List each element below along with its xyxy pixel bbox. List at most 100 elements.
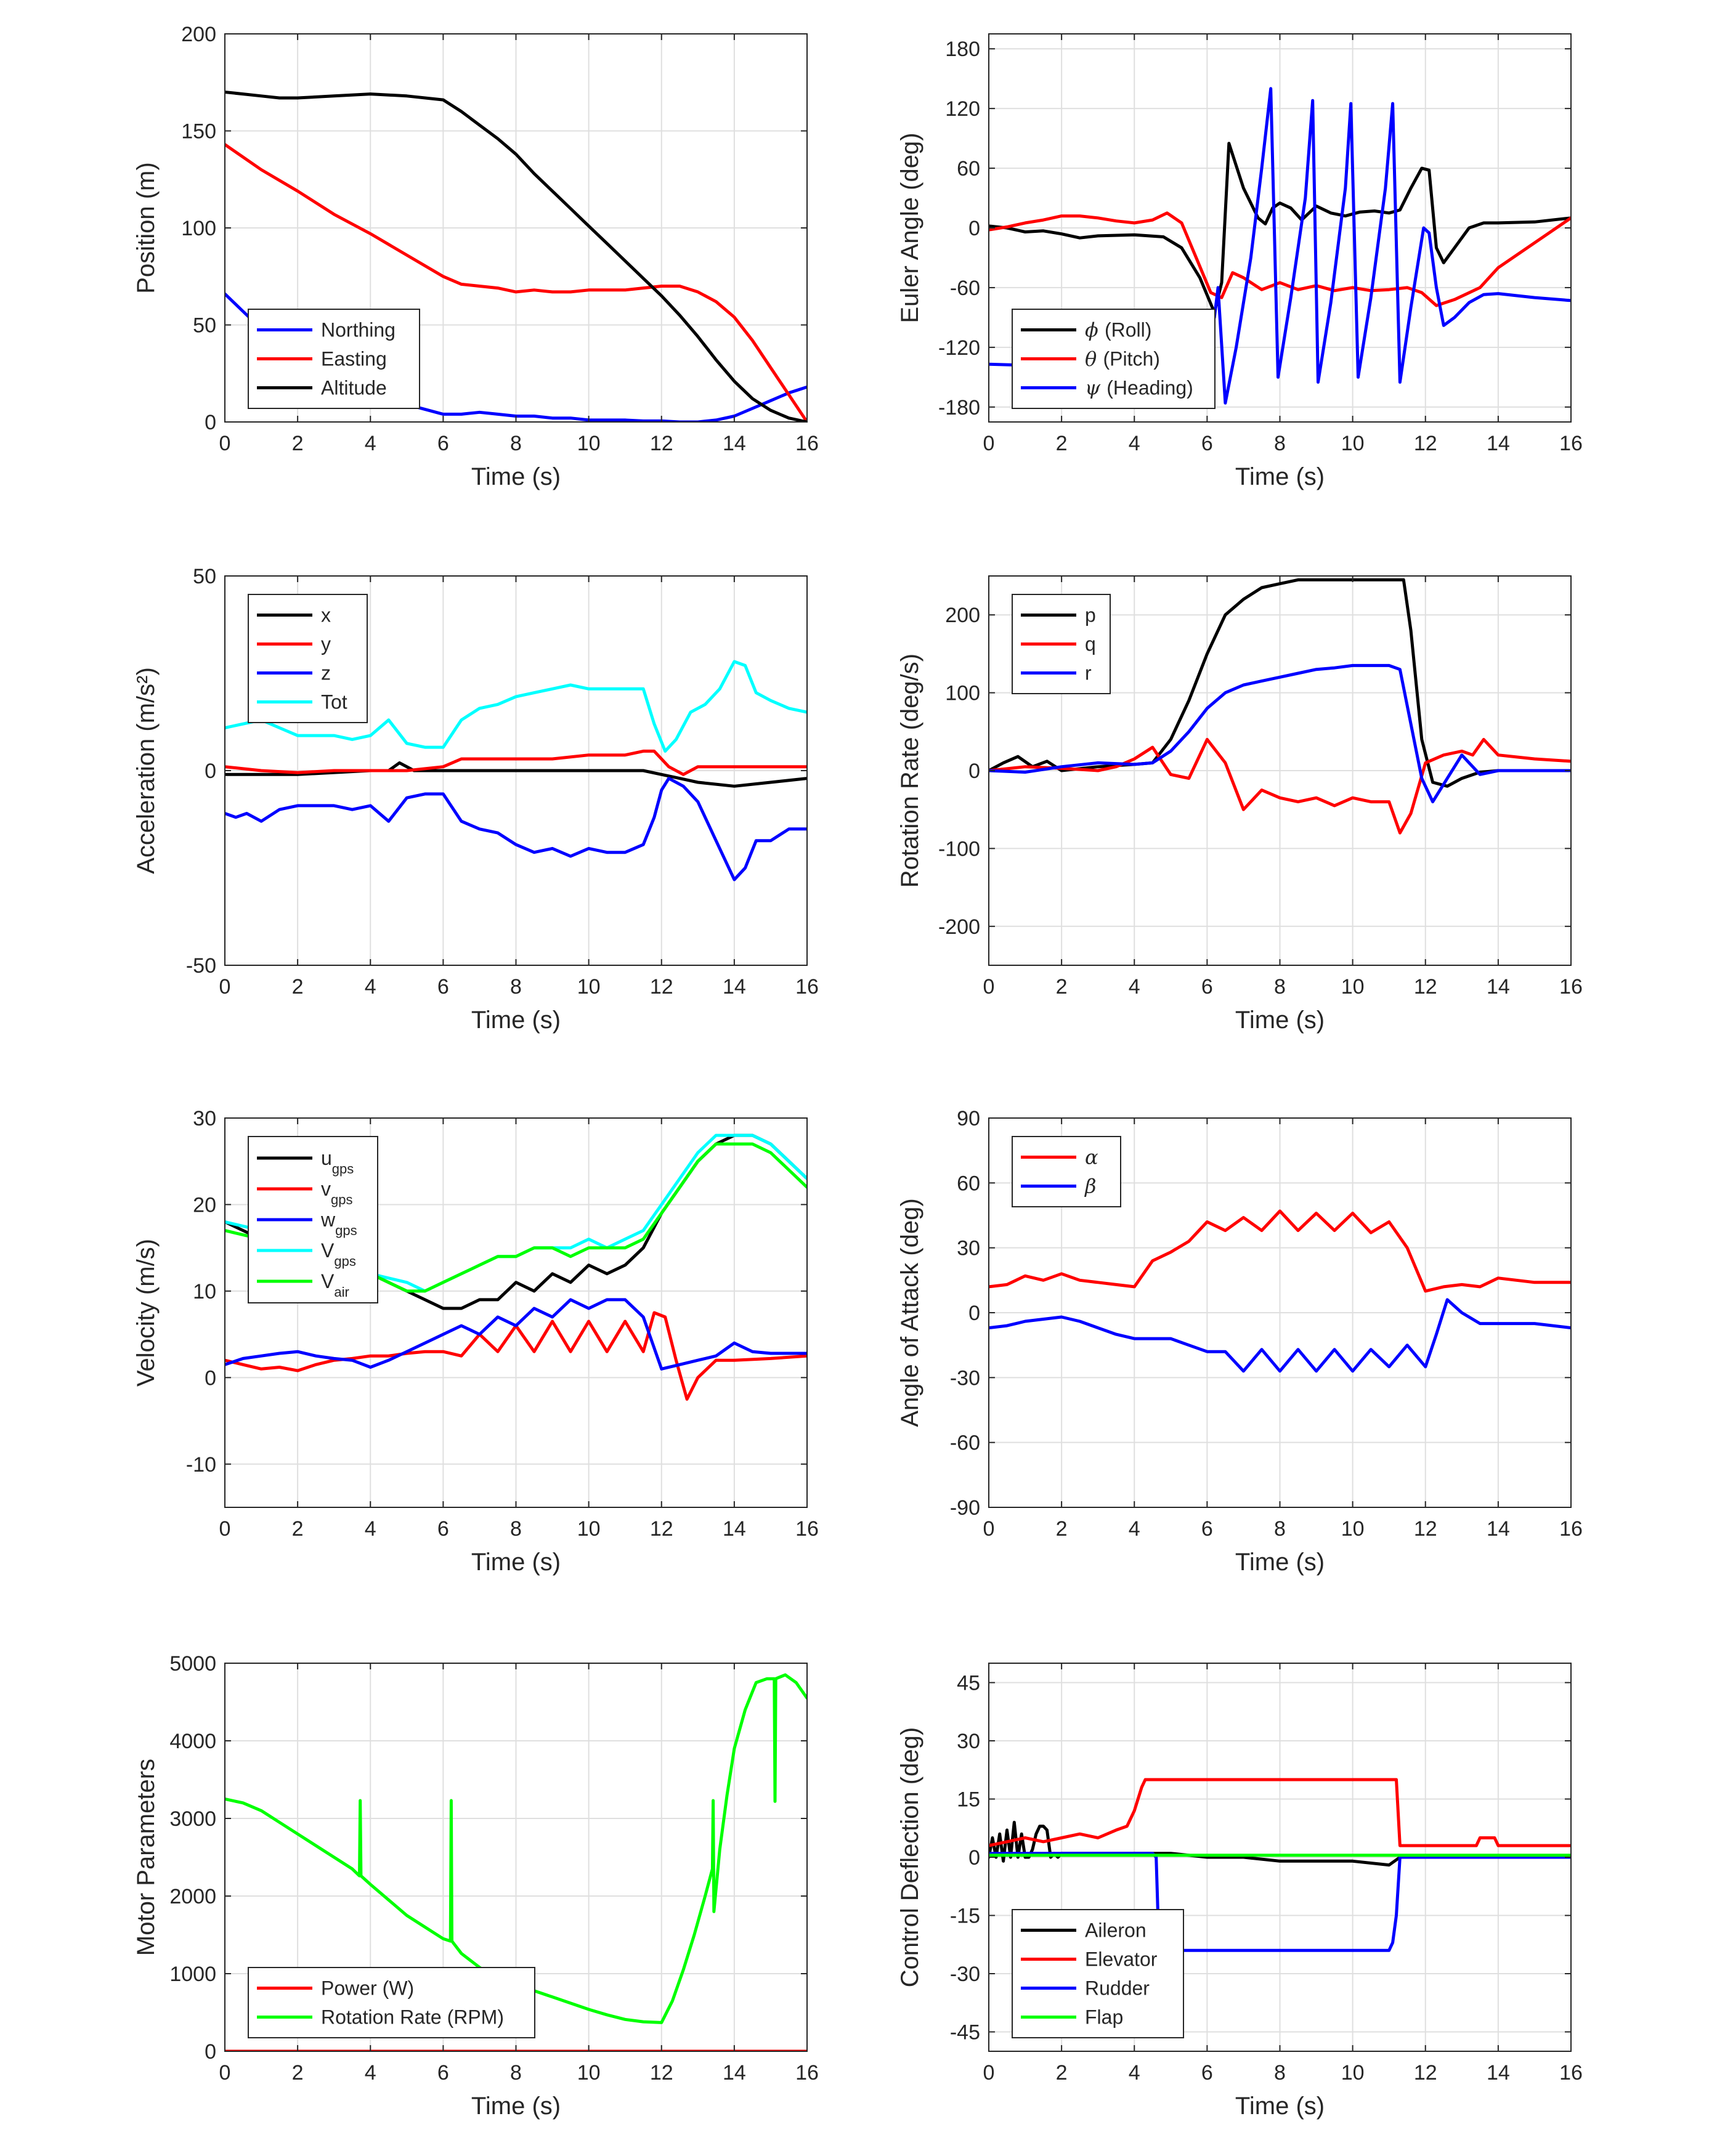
legend-box — [248, 1967, 535, 2038]
legend-entry: Easting — [321, 348, 387, 370]
x-tick-label: 6 — [437, 1517, 449, 1541]
legend-label: (Heading) — [1106, 377, 1193, 399]
legend-label: v — [321, 1178, 331, 1200]
y-tick-label: 50 — [193, 314, 216, 338]
legend: Aileron Elevator Rudder Flap — [1012, 1909, 1184, 2038]
chart-rotation_rate: 0 2 4 6 8 10 12 14 16 -200 -100 0 100 200 Time (s) Rota… — [896, 575, 1583, 1034]
series-line-velocity-2 — [225, 1298, 807, 1371]
y-tick-label: 30 — [957, 1730, 980, 1753]
legend-entry: Power (W) — [321, 1977, 414, 2000]
y-tick-label: 0 — [968, 1846, 980, 1870]
legend-subscript: gps — [334, 1254, 355, 1269]
y-axis-label: Velocity (m/s) — [132, 1239, 160, 1387]
x-tick-label: 0 — [219, 975, 231, 999]
x-tick-label: 6 — [1201, 432, 1213, 455]
x-tick-label: 4 — [1129, 2061, 1140, 2085]
x-tick-label: 6 — [1201, 2061, 1213, 2085]
legend-entry: Elevator — [1085, 1948, 1158, 1971]
y-tick-label: 180 — [945, 38, 980, 61]
x-tick-label: 6 — [1201, 1517, 1213, 1541]
x-tick-label: 2 — [292, 975, 304, 999]
y-tick-label: 30 — [957, 1237, 980, 1260]
x-tick-label: 14 — [723, 975, 746, 999]
x-tick-label: 14 — [723, 2061, 746, 2085]
y-tick-label: 100 — [945, 682, 980, 705]
legend-label: (Pitch) — [1103, 348, 1159, 370]
y-axis-label: Acceleration (m/s²) — [132, 667, 160, 874]
legend-entry: θ (Pitch) — [1085, 347, 1160, 371]
legend-label: y — [321, 633, 331, 655]
legend: ϕ (Roll)θ (Pitch)ψ (Heading) — [1012, 309, 1216, 409]
x-tick-label: 10 — [1341, 975, 1365, 999]
legend-entry: z — [321, 662, 331, 684]
x-tick-label: 16 — [795, 975, 819, 999]
legend-label: Rudder — [1085, 1977, 1150, 2000]
x-tick-label: 12 — [650, 1517, 673, 1541]
legend-label: Flap — [1085, 2006, 1123, 2028]
legend-entry: β — [1084, 1175, 1097, 1198]
y-axis-label: Euler Angle (deg) — [896, 132, 923, 323]
series-line-velocity-4 — [225, 1142, 807, 1293]
legend-entry: Rotation Rate (RPM) — [321, 2006, 504, 2028]
y-tick-label: 0 — [968, 217, 980, 240]
legend-symbol: α — [1085, 1146, 1098, 1169]
x-tick-label: 6 — [437, 432, 449, 455]
y-tick-label: 15 — [957, 1788, 980, 1812]
legend-entry: Aileron — [1085, 1919, 1147, 1942]
x-tick-label: 16 — [1559, 432, 1583, 455]
x-tick-label: 12 — [650, 2061, 673, 2085]
chart-position: 0 2 4 6 8 10 12 14 16 0 50 100 150 200 Time (s) Positio… — [132, 23, 819, 490]
x-tick-label: 8 — [1274, 2061, 1286, 2085]
series-line-velocity-3 — [225, 1133, 807, 1293]
x-axis-label: Time (s) — [1235, 463, 1325, 490]
series-group — [225, 1133, 807, 1401]
x-tick-label: 10 — [1341, 2061, 1365, 2085]
y-tick-label: -50 — [186, 954, 216, 978]
x-axis-label: Time (s) — [1235, 2093, 1325, 2120]
y-tick-label: -30 — [950, 1366, 980, 1390]
x-axis-label: Time (s) — [471, 1549, 561, 1576]
x-tick-label: 4 — [1129, 1517, 1140, 1541]
series-group — [989, 578, 1571, 835]
legend-entry: Rudder — [1085, 1977, 1150, 2000]
x-tick-label: 10 — [577, 1517, 601, 1541]
x-tick-label: 0 — [983, 975, 995, 999]
series-line-rotation_rate-2 — [989, 663, 1571, 804]
chart-velocity: 0 2 4 6 8 10 12 14 16 -10 0 10 20 30 Time (s) Velocity … — [132, 1107, 819, 1576]
y-tick-label: -30 — [950, 1963, 980, 1986]
legend-entry: r — [1085, 662, 1092, 684]
legend-entry: y — [321, 633, 331, 655]
x-axis-label: Time (s) — [471, 1007, 561, 1034]
series-line-control-2 — [989, 1852, 1571, 1952]
x-tick-label: 10 — [577, 2061, 601, 2085]
x-tick-label: 10 — [577, 975, 601, 999]
y-tick-label: -15 — [950, 1905, 980, 1928]
x-tick-label: 0 — [983, 2061, 995, 2085]
y-tick-label: 150 — [181, 120, 216, 144]
legend-entry: Vgps — [321, 1239, 356, 1269]
legend-label: p — [1085, 604, 1096, 626]
legend-entry: Vair — [321, 1270, 349, 1300]
legend-label: V — [321, 1239, 335, 1262]
y-tick-label: 90 — [957, 1107, 980, 1130]
x-tick-label: 2 — [292, 1517, 304, 1541]
y-tick-label: -100 — [938, 837, 980, 861]
x-tick-label: 4 — [365, 2061, 376, 2085]
x-axis-label: Time (s) — [1235, 1007, 1325, 1034]
series-group — [989, 1209, 1571, 1373]
legend-label: V — [321, 1270, 335, 1292]
y-tick-label: 200 — [181, 23, 216, 46]
y-tick-label: 200 — [945, 604, 980, 627]
legend-entry: wgps — [320, 1209, 357, 1238]
x-tick-label: 8 — [510, 1517, 522, 1541]
y-axis-label: Motor Parameters — [132, 1759, 160, 1956]
series-line-angle_of_attack-0 — [989, 1209, 1571, 1293]
legend-symbol: θ — [1085, 347, 1103, 371]
y-tick-label: 10 — [193, 1280, 216, 1303]
legend: xyz Tot — [248, 594, 368, 723]
x-axis-label: Time (s) — [471, 2093, 561, 2120]
series-group — [225, 660, 807, 881]
x-tick-label: 12 — [1414, 975, 1437, 999]
